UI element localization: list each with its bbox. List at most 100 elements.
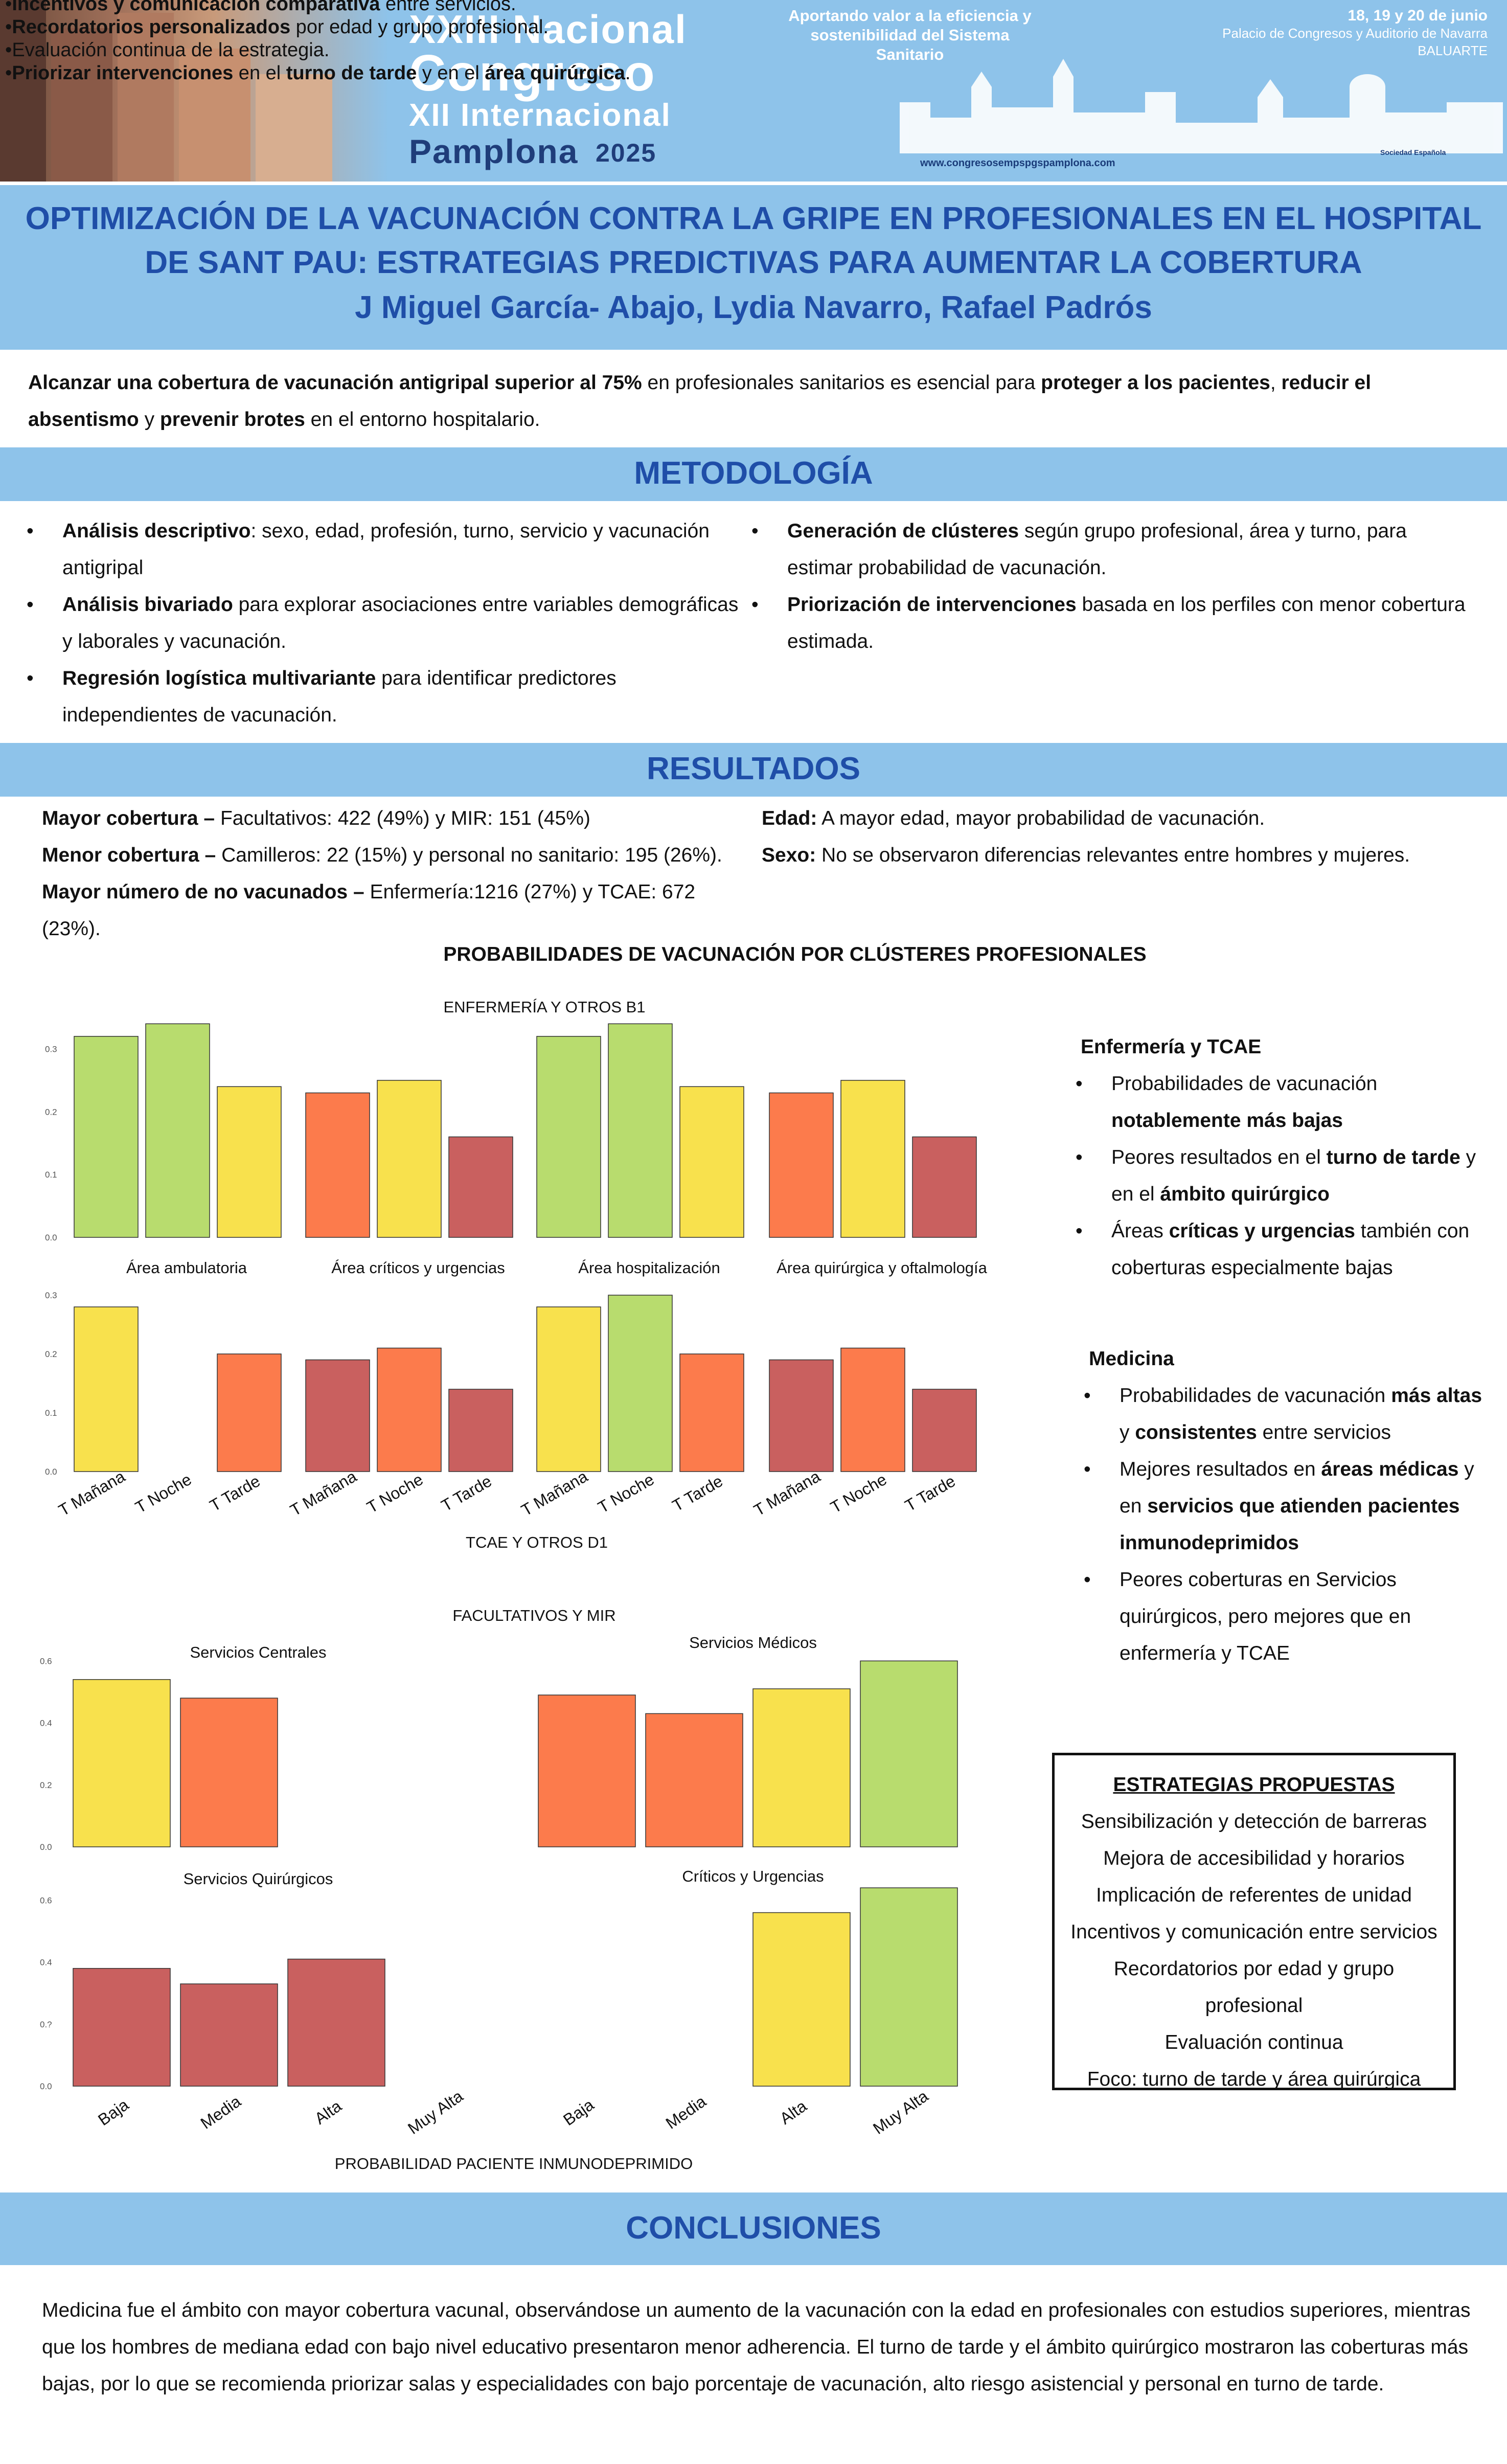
society-logo-text: Sociedad Española [1380, 148, 1446, 156]
y-tick-label: 0.3 [45, 1044, 57, 1054]
y-tick-label: 0.? [40, 2020, 52, 2029]
x-tick-label: T Tarde [438, 1472, 495, 1515]
y-tick-label: 0.0 [45, 1467, 57, 1477]
x-tick-label: T Mañana [55, 1467, 128, 1520]
chart-bar [305, 1359, 370, 1472]
chart-bar [645, 1713, 743, 1847]
conclusions-band [0, 2192, 1507, 2265]
chart-bar [840, 1347, 905, 1472]
panel-label: Área ambulatoria [126, 1259, 247, 1277]
side-med-title: Medicina [1089, 1348, 1174, 1370]
banner-dates: 18, 19 y 20 de junio Palacio de Congreso… [1201, 7, 1488, 59]
list-item: Análisis bivariado para explorar asociac… [27, 586, 742, 660]
chart-bar [217, 1353, 282, 1472]
poster-authors: J Miguel García- Abajo, Lydia Navarro, R… [355, 290, 1152, 325]
x-tick-label: Baja [95, 2095, 132, 2129]
chart-bar [180, 1983, 278, 2087]
chart-bar [536, 1306, 601, 1472]
x-tick-label: T Mañana [750, 1467, 823, 1520]
chart-bar [377, 1347, 442, 1472]
chart-bar [180, 1698, 278, 1847]
strategy-item: Mejora de accesibilidad y horarios [1103, 1847, 1405, 1869]
chart-tcae: 0.00.10.20.3T Mañana T Noche T Tarde T Maña… [45, 1291, 977, 1551]
list-item: Probabilidades de vacunación notablement… [1076, 1066, 1490, 1139]
chart-bar [287, 1958, 385, 2087]
panel-label: Servicios Quirúrgicos [184, 1870, 333, 1888]
chart-bar [912, 1136, 977, 1238]
panel-label: Área críticos y urgencias [331, 1259, 505, 1277]
chart-facultativos: FACULTATIVOS Y MIR 0.0 0.2 0.4 0.6 Servicios … [40, 1607, 958, 2173]
side-enf-list: Probabilidades de vacunación notablement… [1076, 1066, 1490, 1286]
y-tick-label: 0.4 [40, 1719, 52, 1728]
chart-bar [679, 1353, 744, 1472]
x-tick-label: T Tarde [902, 1472, 958, 1515]
chart-bar [860, 1660, 958, 1847]
methodology-list-right: Generación de clústeres según grupo prof… [751, 513, 1467, 660]
x-tick-label: Alta [777, 2096, 810, 2128]
chart-bar [912, 1389, 977, 1472]
skyline-illustration [900, 59, 1503, 153]
results-line: Menor cobertura – Camilleros: 22 (15%) y… [42, 844, 722, 866]
results-line: Mayor número de no vacunados – Enfermerí… [42, 881, 696, 940]
chart-bar [538, 1694, 636, 1847]
x-tick-label: T Noche [595, 1470, 657, 1517]
conclusions-heading: CONCLUSIONES [626, 2210, 881, 2246]
results-line: Mayor cobertura – Facultativos: 422 (49%… [42, 807, 590, 829]
x-tick-label: Media [663, 2092, 710, 2133]
city-photo [0, 0, 389, 182]
results-band [0, 743, 1507, 797]
y-tick-label: 0.0 [45, 1233, 57, 1242]
chart-bar [73, 1968, 171, 2087]
x-tick-label: T Noche [827, 1470, 889, 1517]
chart-bar [74, 1036, 139, 1238]
results-left-text: Mayor cobertura – Facultativos: 422 (49%… [42, 800, 752, 947]
overlay-line: •Priorizar intervenciones en el turno de… [5, 62, 631, 84]
banner-overlay-list: •Incentivos y comunicación comparativa e… [5, 0, 670, 85]
chart-bar [217, 1086, 282, 1238]
x-tick-label: Baja [560, 2095, 597, 2129]
chart-bar [536, 1036, 601, 1238]
chart-bar [305, 1092, 370, 1238]
chart-enfermeria: ENFERMERÍA Y OTROS B1 0.0 0.1 0.2 0.3 Área am… [45, 998, 988, 1277]
list-item: Probabilidades de vacunación más altas y… [1084, 1377, 1493, 1451]
list-item: Mejores resultados en áreas médicas y en… [1084, 1451, 1493, 1562]
y-tick-label: 0.0 [40, 2082, 52, 2091]
x-tick-label: T Mañana [287, 1467, 359, 1520]
x-tick-label: T Noche [363, 1470, 426, 1517]
congress-website-link[interactable]: www.congresosempspgspamplona.com [920, 157, 1115, 169]
y-tick-label: 0.4 [40, 1958, 52, 1968]
congress-city: Pamplona [409, 132, 579, 170]
x-tick-label: T Tarde [207, 1472, 263, 1515]
side-medicina: Medicina Probabilidades de vacunación má… [1084, 1341, 1493, 1672]
list-item: Análisis descriptivo: sexo, edad, profes… [27, 513, 742, 586]
chart-bar [377, 1080, 442, 1238]
overlay-line: •Recordatorios personalizados por edad y… [5, 16, 549, 38]
chart-bar [73, 1679, 171, 1847]
chart-bar [840, 1080, 905, 1238]
chart-bar [752, 1688, 851, 1847]
panel-label: Área hospitalización [578, 1259, 720, 1277]
list-item: Peores resultados en el turno de tarde y… [1076, 1139, 1490, 1213]
x-tick-label: T Mañana [518, 1467, 590, 1520]
methodology-list-left: Análisis descriptivo: sexo, edad, profes… [27, 513, 742, 734]
overlay-line: •Evaluación continua de la estrategia. [5, 39, 330, 61]
side-med-list: Probabilidades de vacunación más altas y… [1084, 1377, 1493, 1672]
list-item: Generación de clústeres según grupo prof… [751, 513, 1467, 586]
chart-bar [860, 1887, 958, 2087]
conclusions-paragraph: Medicina fue el ámbito con mayor cobertu… [42, 2299, 1471, 2395]
title-band [0, 185, 1507, 350]
congress-word: Congreso [409, 44, 656, 102]
x-tick-label: Muy Alta [404, 2087, 466, 2138]
venue-text: Palacio de Congresos y Auditorio de Nava… [1222, 26, 1488, 58]
x-tick-label: Media [197, 2092, 244, 2133]
list-item: Áreas críticas y urgencias también con c… [1076, 1213, 1490, 1286]
results-line: Edad: A mayor edad, mayor probabilidad d… [762, 807, 1265, 829]
intro-paragraph: Alcanzar una cobertura de vacunación ant… [28, 372, 1372, 431]
strategy-item: Incentivos y comunicación entre servicio… [1070, 1921, 1437, 1943]
x-tick-label: T Tarde [669, 1472, 726, 1515]
y-tick-label: 0.3 [45, 1291, 57, 1300]
strategies-box: ESTRATEGIAS PROPUESTAS Sensibilización y… [1052, 1753, 1456, 2090]
y-tick-label: 0.1 [45, 1408, 57, 1418]
results-heading: RESULTADOS [647, 751, 860, 786]
chart-section-title: PROBABILIDADES DE VACUNACIÓN POR CLÚSTER… [443, 943, 1147, 965]
